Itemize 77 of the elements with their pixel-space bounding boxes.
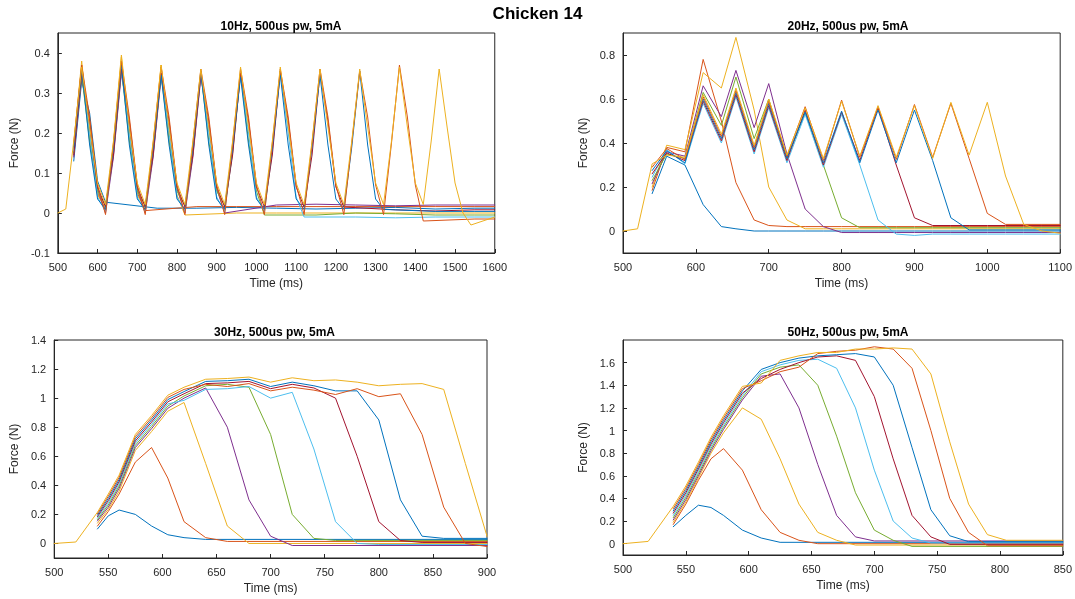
x-tick-label: 500 — [48, 260, 68, 273]
y-tick-label: 0.8 — [599, 49, 615, 61]
text: Chicken 14 — [492, 4, 583, 23]
x-tick-label: 1400 — [403, 260, 428, 273]
y-tick-label: 1.2 — [30, 363, 47, 376]
y-tick-label: 0.1 — [34, 167, 50, 179]
y-tick-label: 0.6 — [30, 450, 47, 463]
x-tick-label: 800 — [832, 260, 851, 273]
x-tick-label: 600 — [153, 565, 172, 578]
x-axis-title: Time (ms) — [249, 276, 304, 290]
y-tick-label: 1.2 — [599, 401, 615, 414]
x-tick-label: 600 — [739, 562, 758, 575]
y-tick-label: 0.2 — [599, 515, 615, 528]
x-tick-label: 1500 — [442, 260, 468, 273]
x-tick-label: 1200 — [323, 260, 349, 273]
x-axis-title: Time (ms) — [243, 581, 298, 595]
chart-title: 10Hz, 500us pw, 5mA — [220, 19, 342, 33]
y-axis-title: Force (N) — [7, 423, 21, 475]
x-axis-title: Time (ms) — [814, 276, 869, 290]
y-tick-label: 0 — [608, 537, 615, 550]
x-tick-label: 550 — [99, 565, 118, 578]
x-tick-label: 700 — [128, 260, 147, 273]
x-tick-label: 1300 — [363, 260, 388, 273]
y-tick-label: 0.3 — [34, 87, 50, 99]
y-tick-label: 1.4 — [30, 334, 47, 346]
y-tick-label: 0.4 — [34, 47, 50, 59]
x-tick-label: 800 — [990, 562, 1010, 575]
x-tick-label: 850 — [1053, 562, 1072, 575]
x-tick-label: 700 — [759, 260, 778, 273]
y-tick-label: 0.8 — [599, 447, 615, 460]
y-tick-label: 0 — [608, 225, 615, 237]
x-tick-label: 500 — [45, 565, 64, 578]
x-tick-label: 700 — [261, 565, 280, 578]
x-tick-label: 900 — [477, 565, 497, 578]
y-tick-label: 0.6 — [599, 93, 615, 105]
y-tick-label: -0.1 — [30, 247, 50, 259]
x-tick-label: 600 — [686, 260, 706, 273]
x-tick-label: 1000 — [975, 260, 1000, 273]
y-tick-label: 0.6 — [599, 469, 615, 482]
y-tick-label: 1.6 — [599, 356, 615, 369]
chart-title: 20Hz, 500us pw, 5mA — [787, 19, 909, 33]
y-axis-title: Force (N) — [575, 422, 590, 473]
x-tick-label: 500 — [613, 562, 633, 575]
x-tick-label: 1000 — [244, 260, 269, 273]
chart-title: 30Hz, 500us pw, 5mA — [214, 325, 336, 339]
y-tick-label: 0.4 — [30, 479, 47, 492]
x-tick-label: 750 — [927, 562, 947, 575]
y-tick-label: 0.4 — [599, 137, 615, 149]
y-tick-label: 1 — [40, 392, 47, 405]
y-tick-label: 0.2 — [599, 181, 615, 193]
x-tick-label: 800 — [167, 260, 187, 273]
x-tick-label: 700 — [865, 562, 884, 575]
y-tick-label: 1.4 — [599, 379, 615, 392]
x-tick-label: 900 — [207, 260, 226, 273]
x-tick-label: 750 — [315, 565, 334, 578]
x-tick-label: 1100 — [1048, 260, 1072, 273]
x-axis-title: Time (ms) — [816, 578, 870, 592]
x-tick-label: 550 — [676, 562, 696, 575]
x-tick-label: 650 — [802, 562, 821, 575]
x-tick-label: 1600 — [482, 260, 508, 273]
y-tick-label: 0 — [40, 537, 47, 550]
x-tick-label: 1100 — [284, 260, 308, 273]
y-tick-label: 0.2 — [34, 127, 50, 139]
chart-title: 50Hz, 500us pw, 5mA — [787, 325, 909, 339]
y-axis-title: Force (N) — [575, 117, 590, 169]
y-tick-label: 0 — [43, 207, 50, 219]
y-tick-label: 1 — [608, 424, 615, 437]
x-tick-label: 650 — [207, 565, 226, 578]
y-tick-label: 0.4 — [599, 492, 615, 505]
y-tick-label: 0.2 — [30, 508, 47, 521]
x-tick-label: 850 — [423, 565, 443, 578]
x-tick-label: 800 — [369, 565, 388, 578]
x-tick-label: 600 — [88, 260, 107, 273]
x-tick-label: 500 — [613, 260, 633, 273]
x-tick-label: 900 — [905, 260, 924, 273]
y-tick-label: 0.8 — [30, 421, 47, 434]
y-axis-title: Force (N) — [7, 117, 21, 169]
